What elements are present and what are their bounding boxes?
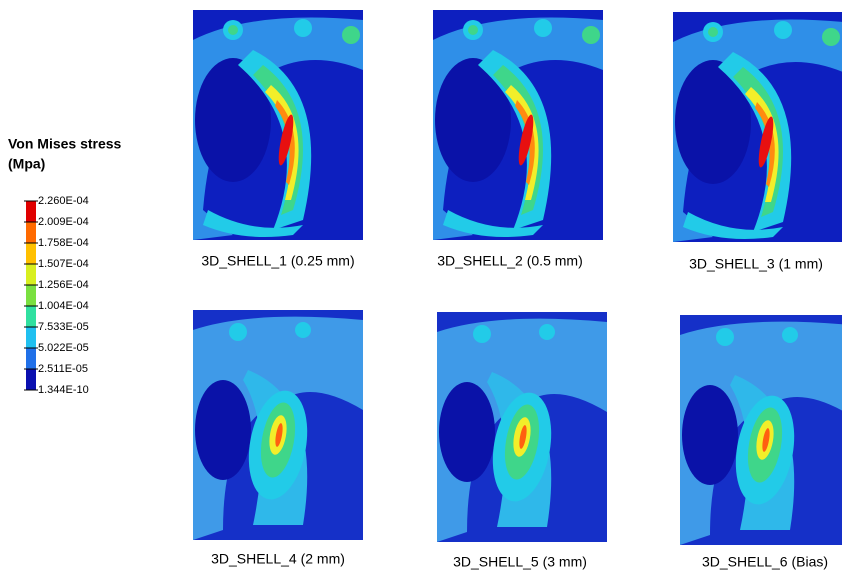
panel-image <box>680 315 842 545</box>
panel-caption: 3D_SHELL_5 (3 mm) <box>453 554 587 570</box>
panel-caption: 3D_SHELL_1 (0.25 mm) <box>201 253 354 269</box>
legend-label: 1.344E-10 <box>38 384 89 396</box>
panel-image <box>193 10 363 240</box>
panel-caption: 3D_SHELL_2 (0.5 mm) <box>437 253 583 269</box>
panel-image <box>193 310 363 540</box>
panel-image <box>673 12 842 242</box>
panel-image <box>437 312 607 542</box>
legend-title: (Mpa) <box>8 156 45 172</box>
legend-label: 1.004E-04 <box>38 300 89 312</box>
legend-label: 2.009E-04 <box>38 216 89 228</box>
panel-caption: 3D_SHELL_3 (1 mm) <box>689 256 823 272</box>
legend-label: 2.260E-04 <box>38 195 89 207</box>
panel-image <box>433 10 603 240</box>
legend-label: 7.533E-05 <box>38 321 89 333</box>
panel-caption: 3D_SHELL_4 (2 mm) <box>211 551 345 567</box>
legend-title: Von Mises stress <box>8 136 122 152</box>
panel-caption: 3D_SHELL_6 (Bias) <box>702 554 828 570</box>
legend-label: 1.256E-04 <box>38 279 89 291</box>
legend-label: 1.507E-04 <box>38 258 89 270</box>
legend-label: 5.022E-05 <box>38 342 89 354</box>
color-bar <box>26 201 36 390</box>
legend-label: 2.511E-05 <box>38 363 88 375</box>
legend-label: 1.758E-04 <box>38 237 89 249</box>
